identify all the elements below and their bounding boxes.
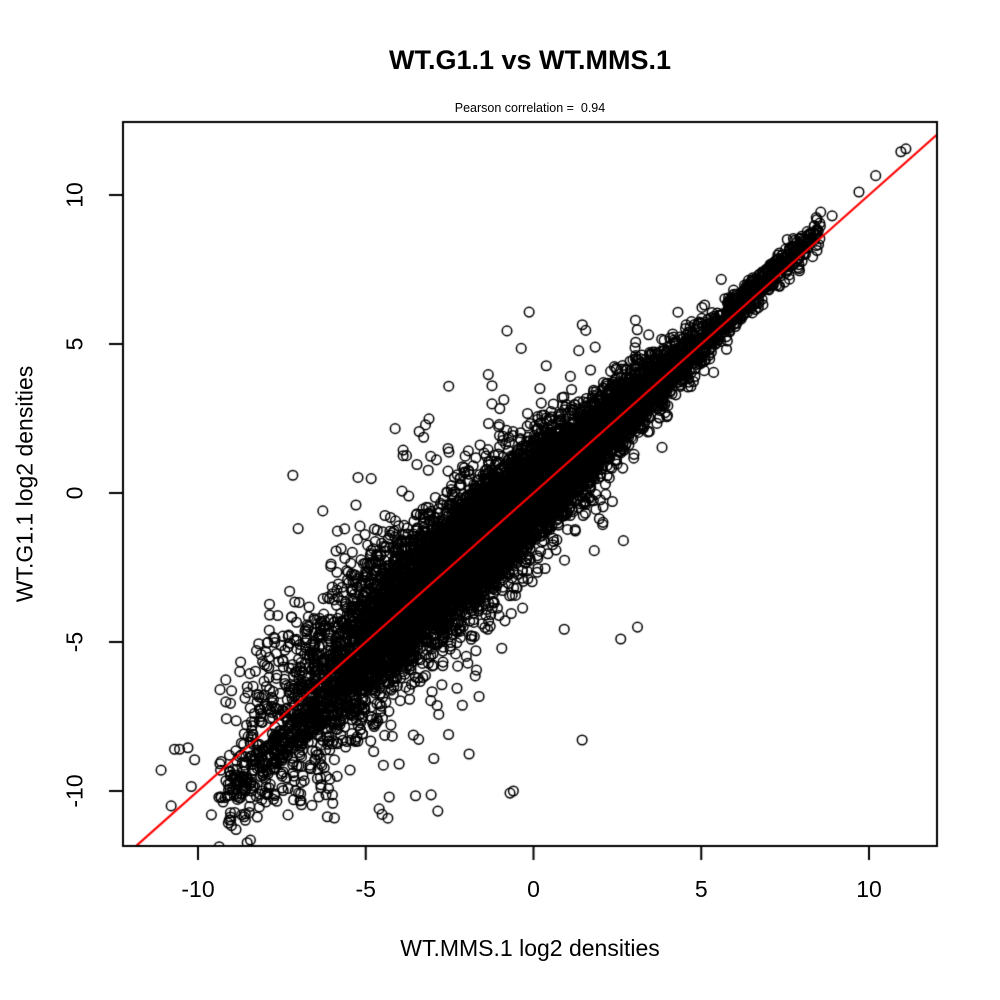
x-tick-label: -5 [355,876,376,902]
x-tick-label: -10 [181,876,215,902]
y-tick-label: 0 [61,486,88,500]
y-tick-label: 5 [61,337,88,351]
y-tick-label: -10 [61,774,88,808]
plot-title: WT.G1.1 vs WT.MMS.1 [388,45,672,75]
x-tick-label: 0 [527,876,540,902]
y-axis-label: WT.G1.1 log2 densities [11,365,38,603]
x-tick-label: 10 [856,876,882,902]
y-tick-label: -5 [61,631,88,653]
x-axis-label: WT.MMS.1 log2 densities [400,935,660,961]
correlation-subtitle: Pearson correlation = 0.94 [454,101,606,115]
x-tick-label: 5 [694,876,708,902]
y-tick-label: 10 [61,182,88,208]
